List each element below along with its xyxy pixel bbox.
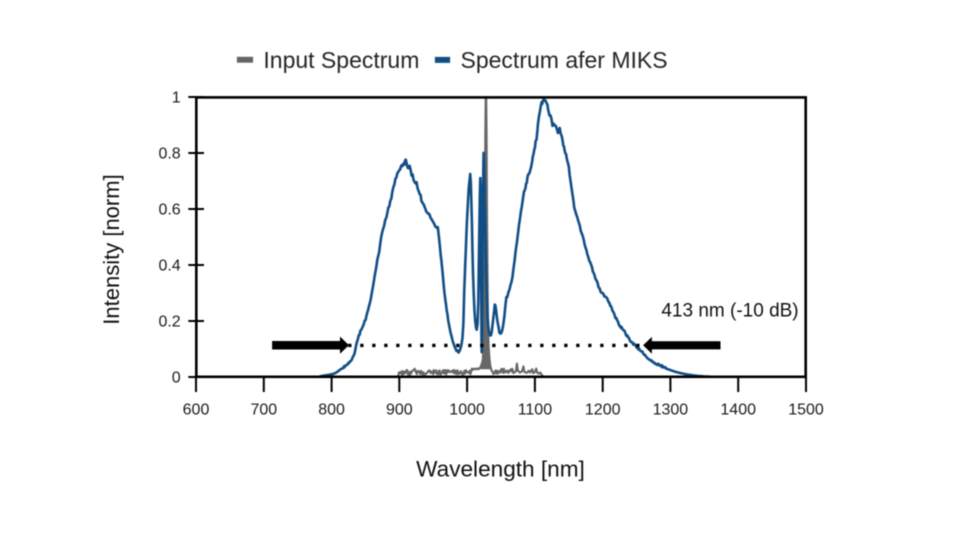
svg-text:1500: 1500 (788, 402, 824, 419)
svg-text:0.2: 0.2 (158, 314, 180, 331)
svg-text:1200: 1200 (585, 402, 621, 419)
svg-text:413 nm (-10 dB): 413 nm (-10 dB) (661, 301, 798, 322)
svg-text:900: 900 (386, 402, 413, 419)
svg-text:Wavelength [nm]: Wavelength [nm] (416, 457, 585, 482)
svg-text:600: 600 (183, 402, 210, 419)
svg-text:1000: 1000 (449, 402, 485, 419)
svg-text:Spectrum afer MIKS: Spectrum afer MIKS (461, 47, 668, 73)
svg-text:1300: 1300 (653, 402, 689, 419)
svg-text:0: 0 (172, 370, 181, 387)
svg-text:800: 800 (318, 402, 345, 419)
svg-text:Intensity [norm]: Intensity [norm] (99, 174, 124, 324)
svg-text:Input Spectrum: Input Spectrum (263, 47, 419, 73)
svg-text:1100: 1100 (518, 402, 553, 419)
svg-text:1: 1 (172, 90, 181, 107)
svg-text:0.4: 0.4 (158, 258, 180, 275)
svg-text:1400: 1400 (720, 402, 756, 419)
svg-text:0.8: 0.8 (158, 146, 180, 163)
svg-text:700: 700 (250, 402, 277, 419)
svg-text:0.6: 0.6 (158, 202, 180, 219)
